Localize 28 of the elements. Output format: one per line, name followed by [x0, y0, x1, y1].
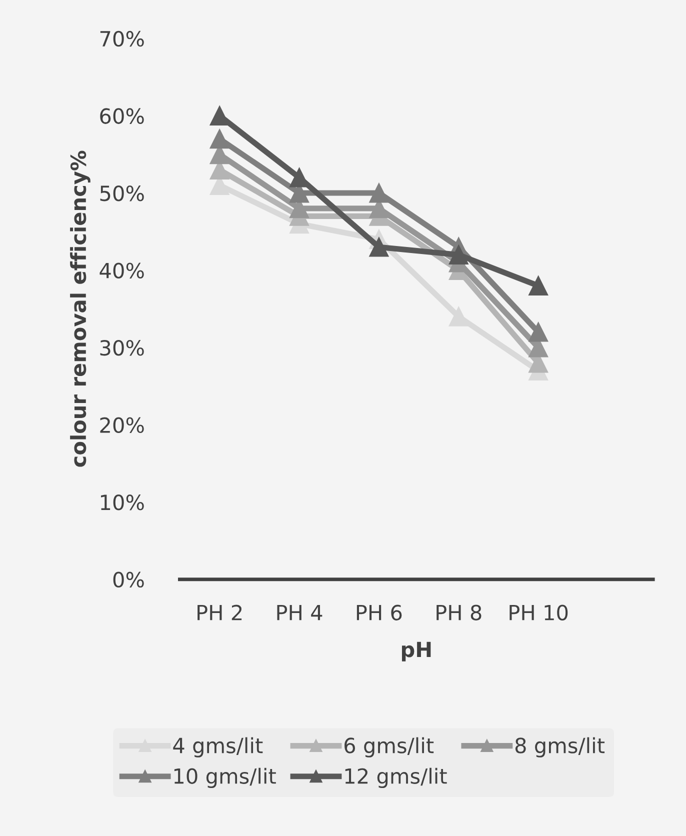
y-axis-title: colour removal efficiency% — [70, 150, 90, 467]
y-tick-label: 10% — [100, 494, 144, 510]
x-axis-title: pH — [402, 642, 431, 662]
point — [369, 237, 389, 257]
y-tick-label: 30% — [100, 340, 144, 356]
point — [448, 306, 468, 326]
legend-label: 8 gms/lit — [515, 737, 605, 758]
point — [528, 322, 548, 342]
x-tick-label: PH 8 — [436, 604, 482, 620]
y-tick-label: 20% — [100, 417, 144, 434]
x-tick-label: PH 4 — [277, 604, 322, 620]
x-tick-label: PH 6 — [356, 604, 402, 620]
legend-label: 12 gms/lit — [345, 768, 447, 788]
point — [528, 276, 548, 296]
point — [448, 245, 468, 265]
point — [210, 129, 230, 149]
legend-label: 10 gms/lit — [174, 768, 276, 788]
y-tick-label: 50% — [100, 185, 144, 202]
y-tick-label: 0% — [113, 572, 144, 588]
y-tick-label: 60% — [100, 108, 144, 124]
point — [210, 106, 230, 126]
point — [369, 183, 389, 203]
x-tick-label: PH 10 — [510, 604, 568, 620]
legend-label: 4 gms/lit — [173, 737, 263, 758]
y-tick-label: 40% — [100, 262, 144, 278]
y-tick-label: 70% — [100, 30, 144, 47]
legend-label: 6 gms/lit — [344, 737, 434, 758]
x-tick-label: PH 2 — [198, 604, 242, 620]
